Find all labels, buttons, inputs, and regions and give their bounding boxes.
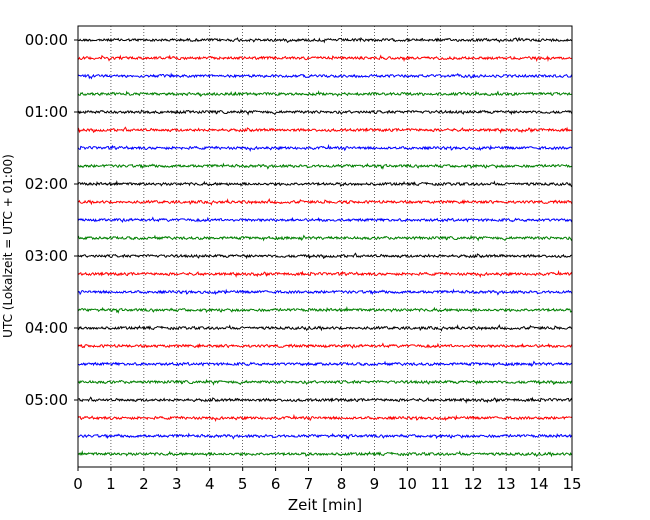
trace-line — [77, 162, 573, 170]
x-tick-label: 1 — [106, 475, 116, 493]
x-tick-label: 14 — [530, 475, 549, 493]
trace-line — [77, 269, 573, 278]
y-tick-label: 05:00 — [25, 391, 68, 409]
x-tick-label: 9 — [370, 475, 380, 493]
x-tick-label: 7 — [304, 475, 314, 493]
y-tick-label: 04:00 — [25, 319, 68, 337]
trace-line — [77, 413, 573, 422]
x-tick-label: 8 — [337, 475, 347, 493]
trace-line — [77, 432, 573, 440]
trace-line — [77, 36, 573, 44]
trace-line — [77, 450, 573, 458]
trace-line — [77, 396, 573, 404]
y-axis-ticks: 00:00 01:00 02:00 03:00 04:00 05:00 — [25, 31, 78, 409]
x-tick-label: 5 — [238, 475, 248, 493]
x-tick-label: 13 — [497, 475, 516, 493]
trace-line — [77, 288, 573, 296]
trace-line — [77, 90, 573, 98]
trace-line — [77, 108, 573, 116]
trace-line — [77, 180, 573, 188]
y-axis-title: UTC (Lokalzeit = UTC + 01:00) — [1, 154, 15, 338]
y-tick-label: 01:00 — [25, 103, 68, 121]
trace-line — [77, 360, 573, 368]
trace-line — [77, 306, 573, 314]
trace-line — [77, 323, 573, 332]
trace-line — [77, 72, 573, 80]
x-tick-label: 12 — [464, 475, 483, 493]
x-tick-label: 4 — [205, 475, 215, 493]
x-tick-label: 15 — [562, 475, 581, 493]
plot-area-frame — [77, 25, 573, 468]
trace-line — [77, 234, 573, 242]
trace-line — [77, 378, 573, 386]
trace-line — [77, 252, 573, 260]
trace-line — [77, 342, 573, 349]
seismic-traces — [77, 36, 573, 458]
trace-line — [77, 143, 573, 152]
trace-line — [77, 197, 573, 206]
trace-line — [77, 216, 573, 223]
x-tick-label: 10 — [398, 475, 417, 493]
x-axis-title: Zeit [min] — [288, 496, 362, 514]
x-tick-label: 0 — [73, 475, 83, 493]
x-axis-ticks: 0 1 2 3 4 5 6 7 8 9 10 11 12 13 14 15 — [73, 467, 582, 493]
x-tick-label: 6 — [271, 475, 281, 493]
trace-line — [77, 126, 573, 134]
y-tick-label: 03:00 — [25, 247, 68, 265]
x-tick-label: 3 — [172, 475, 182, 493]
y-tick-label: 02:00 — [25, 175, 68, 193]
trace-line — [77, 54, 573, 62]
y-tick-label: 00:00 — [25, 31, 68, 49]
x-tick-label: 2 — [139, 475, 149, 493]
x-tick-label: 11 — [431, 475, 450, 493]
